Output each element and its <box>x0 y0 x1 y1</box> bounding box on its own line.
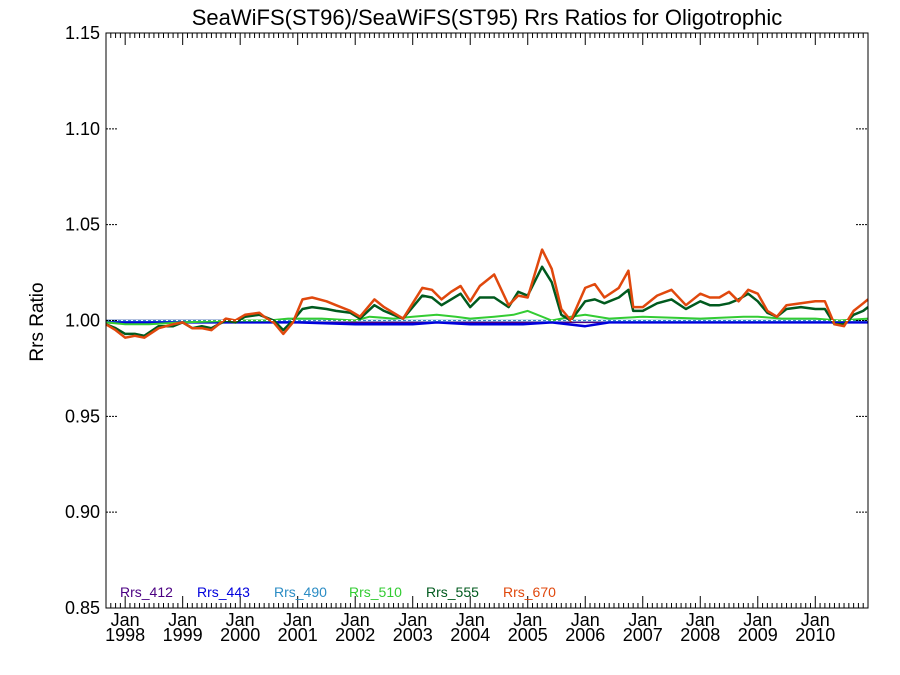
x-tick-year-label: 2002 <box>335 625 375 645</box>
legend-entry-rrs-412: Rrs_412 <box>120 584 173 600</box>
x-tick-month-label: Jan <box>513 610 542 630</box>
x-tick-year-label: 2005 <box>508 625 548 645</box>
legend-entry-rrs-490: Rrs_490 <box>274 584 327 600</box>
x-tick-month-label: Jan <box>686 610 715 630</box>
y-tick-label: 1.00 <box>65 311 100 331</box>
x-tick-year-label: 1998 <box>105 625 145 645</box>
series-line-rrs-670 <box>105 248 869 339</box>
x-tick-month-label: Jan <box>801 610 830 630</box>
series-line-rrs-510 <box>105 309 869 326</box>
legend-entry-rrs-555: Rrs_555 <box>426 584 479 600</box>
x-tick-year-label: 2003 <box>393 625 433 645</box>
series-line-rrs-443 <box>106 321 868 328</box>
x-tick-year-label: 2008 <box>680 625 720 645</box>
x-tick-year-label: 2009 <box>738 625 778 645</box>
legend: Rrs_412 Rrs_443 Rrs_490 Rrs_510 Rrs_555 Rrs_6… <box>120 584 556 600</box>
x-tick-month-label: Jan <box>283 610 312 630</box>
y-tick-label: 0.95 <box>65 406 100 426</box>
x-tick-year-label: 2001 <box>278 625 318 645</box>
plot-series <box>105 248 869 339</box>
series-line-rrs-555 <box>105 265 869 338</box>
y-tick-label: 0.90 <box>65 502 100 522</box>
chart-title: SeaWiFS(ST96)/SeaWiFS(ST95) Rrs Ratios f… <box>192 5 783 30</box>
x-tick-year-label: 2010 <box>795 625 835 645</box>
x-tick-year-label: 2006 <box>565 625 605 645</box>
x-tick-year-label: 2004 <box>450 625 490 645</box>
x-tick-year-label: 2007 <box>623 625 663 645</box>
x-tick-month-label: Jan <box>571 610 600 630</box>
x-tick-month-label: Jan <box>168 610 197 630</box>
y-tick-label: 1.15 <box>65 23 100 43</box>
x-tick-month-label: Jan <box>398 610 427 630</box>
x-tick-month-label: Jan <box>628 610 657 630</box>
y-tick-label: 1.05 <box>65 215 100 235</box>
x-tick-month-label: Jan <box>743 610 772 630</box>
y-axis-ticks: 0.85 0.90 0.95 1.00 1.05 1.10 1.15 <box>65 23 868 618</box>
legend-entry-rrs-510: Rrs_510 <box>349 584 402 600</box>
x-axis-ticks: Jan1998Jan1999Jan2000Jan2001Jan2002Jan20… <box>105 33 869 645</box>
x-tick-month-label: Jan <box>111 610 140 630</box>
x-tick-month-label: Jan <box>226 610 255 630</box>
x-tick-month-label: Jan <box>341 610 370 630</box>
x-tick-year-label: 2000 <box>220 625 260 645</box>
x-tick-year-label: 1999 <box>163 625 203 645</box>
y-tick-label: 1.10 <box>65 119 100 139</box>
legend-entry-rrs-443: Rrs_443 <box>197 584 250 600</box>
x-tick-month-label: Jan <box>456 610 485 630</box>
legend-entry-rrs-670: Rrs_670 <box>503 584 556 600</box>
y-tick-label: 0.85 <box>65 598 100 618</box>
y-axis-label: Rrs Ratio <box>27 282 48 361</box>
